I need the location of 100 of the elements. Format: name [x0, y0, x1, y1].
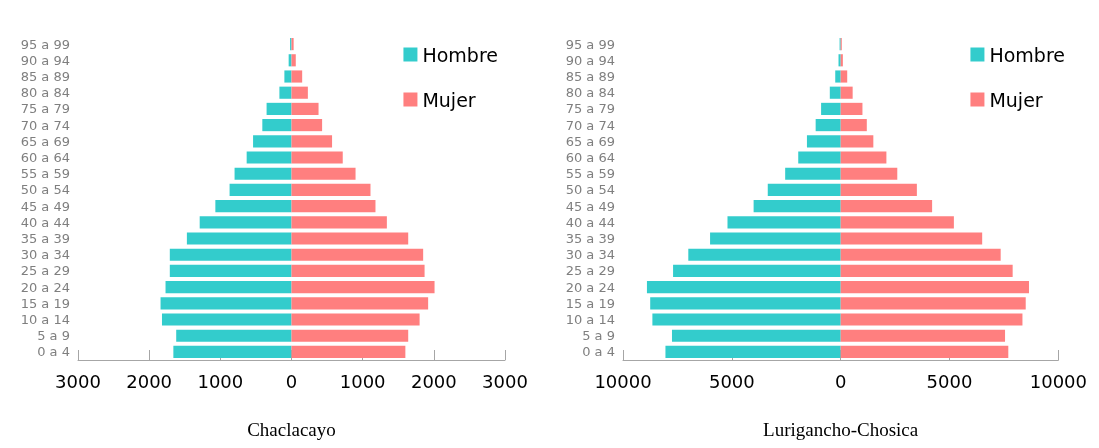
y-tick-label: 90 a 94 [20, 52, 70, 68]
bar [253, 135, 292, 148]
y-tick-label: 85 a 89 [20, 69, 70, 84]
y-tick-label: 75 a 79 [20, 101, 70, 117]
x-tick-label: 3000 [55, 370, 101, 392]
bar [291, 216, 387, 229]
bar [821, 102, 841, 115]
y-tick-label: 15 a 19 [565, 295, 615, 311]
bar [291, 345, 406, 358]
bar [291, 200, 376, 213]
bar [291, 119, 323, 132]
y-tick-label: 65 a 69 [20, 133, 70, 149]
y-tick-label: 80 a 84 [20, 85, 70, 101]
x-tick-label: 5000 [926, 370, 973, 392]
y-tick-label: 60 a 64 [20, 150, 70, 165]
bar [840, 264, 1013, 277]
bar [229, 183, 292, 196]
x-tick-label: 1000 [197, 370, 244, 392]
x-tick-label: 2000 [410, 370, 457, 392]
y-tick-label: 75 a 79 [565, 101, 615, 117]
y-tick-label: 70 a 74 [20, 117, 70, 133]
x-tick-label: 10000 [1029, 370, 1087, 392]
bar [835, 70, 841, 83]
y-tick-label: 5 a 9 [582, 328, 615, 344]
legend-label: Hombre [989, 43, 1066, 66]
y-tick-label: 50 a 54 [20, 182, 70, 198]
bar [291, 135, 333, 148]
bar [840, 102, 863, 115]
bar [798, 151, 841, 164]
y-tick-label: 35 a 39 [565, 231, 615, 246]
bar [840, 200, 933, 213]
bar [173, 345, 292, 358]
y-tick-label: 85 a 89 [565, 69, 615, 84]
y-tick-label: 90 a 94 [565, 52, 615, 68]
bar [262, 119, 292, 132]
bar [840, 248, 1001, 261]
bar [650, 297, 841, 310]
y-tick-label: 55 a 59 [20, 166, 70, 182]
legend-label: Mujer [422, 88, 476, 111]
bar [284, 70, 292, 83]
bar [169, 248, 292, 261]
bar [291, 264, 425, 277]
y-tick-label: 70 a 74 [565, 117, 615, 133]
bar [840, 135, 874, 148]
bar [169, 264, 292, 277]
x-axis-title: Chaclacayo [247, 419, 336, 440]
bar [291, 232, 409, 245]
y-tick-label: 0 a 4 [37, 344, 70, 360]
bar [291, 313, 420, 326]
y-tick-label: 45 a 49 [565, 198, 615, 214]
bar [840, 345, 1009, 358]
bar [291, 70, 303, 83]
x-tick-label: 0 [285, 370, 298, 392]
bar [767, 183, 841, 196]
bar [727, 216, 841, 229]
y-tick-label: 25 a 29 [20, 263, 70, 279]
bar [840, 86, 853, 99]
bar [840, 183, 917, 196]
x-tick-label: 2000 [126, 370, 173, 392]
y-tick-label: 40 a 44 [565, 214, 615, 230]
bar [840, 232, 983, 245]
bar [246, 151, 292, 164]
bar [840, 281, 1029, 294]
y-tick-label: 35 a 39 [20, 231, 70, 246]
bar [291, 167, 356, 180]
bar [840, 313, 1023, 326]
y-tick-label: 30 a 34 [565, 247, 615, 263]
bar [288, 54, 292, 67]
bar [291, 151, 343, 164]
bar [753, 200, 841, 213]
bar [710, 232, 841, 245]
bar [665, 345, 841, 358]
y-tick-label: 0 a 4 [582, 344, 615, 360]
bar [840, 151, 887, 164]
x-tick-label: 5000 [708, 370, 755, 392]
bar [291, 297, 429, 310]
bar [646, 281, 841, 294]
bar [652, 313, 841, 326]
bar [815, 119, 841, 132]
y-tick-label: 55 a 59 [565, 166, 615, 182]
x-axis-title: Lurigancho-Chosica [763, 419, 919, 440]
y-tick-label: 80 a 84 [565, 85, 615, 101]
bar [840, 329, 1006, 342]
x-tick-label: 1000 [339, 370, 386, 392]
bar [291, 86, 308, 99]
y-tick-label: 25 a 29 [565, 263, 615, 279]
bar [186, 232, 292, 245]
bar [176, 329, 292, 342]
bar [840, 216, 954, 229]
x-tick-label: 3000 [482, 370, 528, 392]
y-tick-label: 10 a 14 [565, 312, 615, 327]
bar [688, 248, 841, 261]
bar [829, 86, 841, 99]
y-tick-label: 60 a 64 [565, 150, 615, 165]
legend-label: Hombre [422, 43, 499, 66]
y-tick-label: 10 a 14 [20, 312, 70, 327]
y-tick-label: 30 a 34 [20, 247, 70, 263]
bar [165, 281, 292, 294]
bar [840, 297, 1026, 310]
legend-label: Mujer [989, 88, 1043, 111]
